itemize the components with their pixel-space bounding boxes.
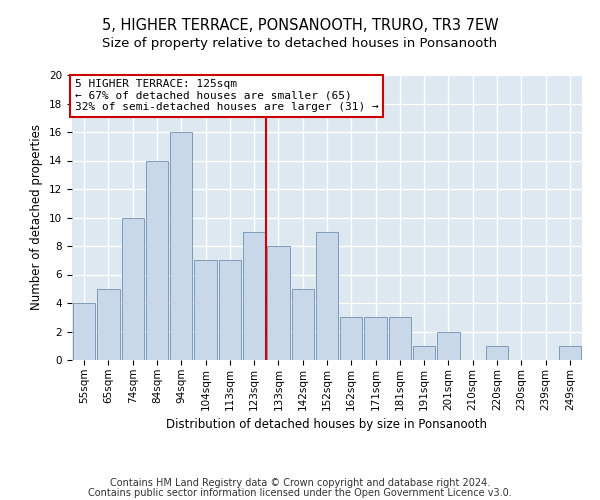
Text: Contains HM Land Registry data © Crown copyright and database right 2024.: Contains HM Land Registry data © Crown c… [110,478,490,488]
Bar [437,332,460,360]
Text: 5, HIGHER TERRACE, PONSANOOTH, TRURO, TR3 7EW: 5, HIGHER TERRACE, PONSANOOTH, TRURO, TR… [101,18,499,32]
Bar [486,346,508,360]
Y-axis label: Number of detached properties: Number of detached properties [31,124,43,310]
Bar [122,218,144,360]
Bar [243,232,265,360]
X-axis label: Distribution of detached houses by size in Ponsanooth: Distribution of detached houses by size … [167,418,487,431]
Text: 5 HIGHER TERRACE: 125sqm
← 67% of detached houses are smaller (65)
32% of semi-d: 5 HIGHER TERRACE: 125sqm ← 67% of detach… [74,80,379,112]
Bar [413,346,436,360]
Bar [389,318,411,360]
Bar [340,318,362,360]
Bar [316,232,338,360]
Bar [218,260,241,360]
Text: Contains public sector information licensed under the Open Government Licence v3: Contains public sector information licen… [88,488,512,498]
Bar [292,289,314,360]
Bar [97,289,119,360]
Text: Size of property relative to detached houses in Ponsanooth: Size of property relative to detached ho… [103,38,497,51]
Bar [170,132,193,360]
Bar [73,303,95,360]
Bar [267,246,290,360]
Bar [559,346,581,360]
Bar [194,260,217,360]
Bar [364,318,387,360]
Bar [146,160,168,360]
